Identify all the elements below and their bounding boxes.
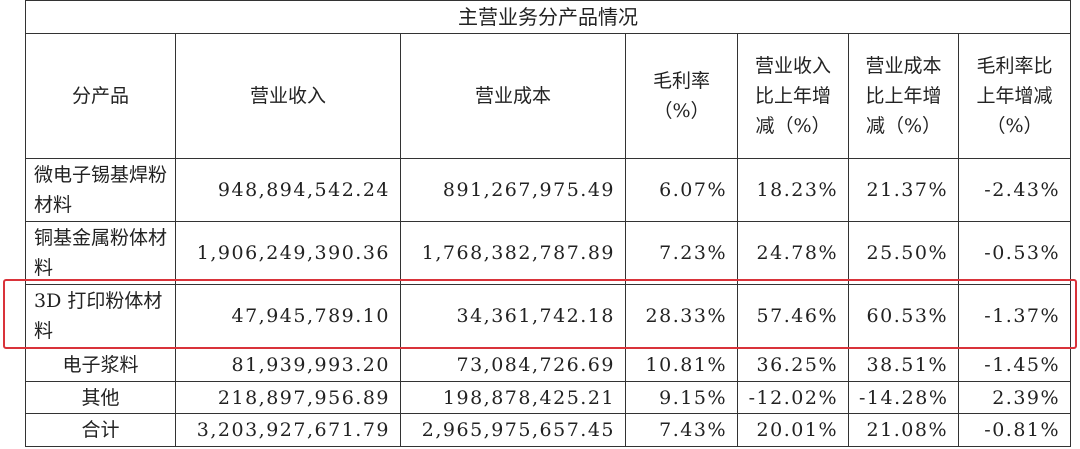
value-cell: 73,084,726.69 <box>400 347 626 382</box>
value-cell: 36.25% <box>737 347 849 382</box>
value-cell: 18.23% <box>737 158 849 222</box>
row-label: 其他 <box>25 381 176 414</box>
data-row: 合计 3,203,927,671.79 2,965,975,657.45 7.43% 2… <box>25 413 1072 447</box>
value-cell: 6.07% <box>625 158 738 222</box>
row-label: 电子浆料 <box>25 347 176 382</box>
header-cell: 毛利率比上年增减（%） <box>957 33 1072 159</box>
data-row: 其他 218,897,956.89 198,878,425.21 9.15% -12.0… <box>25 381 1072 414</box>
value-cell: 81,939,993.20 <box>175 347 401 382</box>
value-cell: 38.51% <box>848 347 959 382</box>
value-cell: -0.53% <box>957 221 1072 285</box>
value-cell: 3,203,927,671.79 <box>175 413 401 447</box>
value-cell: 21.08% <box>848 413 959 447</box>
value-cell: 60.53% <box>848 284 959 348</box>
row-label: 铜基金属粉体材料 <box>25 221 176 285</box>
value-cell: 198,878,425.21 <box>400 381 626 414</box>
value-cell: 948,894,542.24 <box>175 158 401 222</box>
header-cell: 营业成本 <box>400 33 626 159</box>
value-cell: 9.15% <box>625 381 738 414</box>
value-cell: 24.78% <box>737 221 849 285</box>
table-title: 主营业务分产品情况 <box>24 0 1072 34</box>
header-cell: 分产品 <box>25 33 176 159</box>
value-cell: 1,768,382,787.89 <box>400 221 626 285</box>
value-cell: 7.23% <box>625 221 738 285</box>
value-cell: 10.81% <box>625 347 738 382</box>
value-cell: 2,965,975,657.45 <box>400 413 626 447</box>
data-row: 3D 打印粉体材料 47,945,789.10 34,361,742.18 28.33… <box>25 284 1072 348</box>
value-cell: -1.45% <box>957 347 1072 382</box>
value-cell: 1,906,249,390.36 <box>175 221 401 285</box>
header-cell: 营业收入比上年增减（%） <box>737 33 849 159</box>
value-cell: 28.33% <box>625 284 738 348</box>
header-row: 分产品 营业收入 营业成本 毛利率（%） 营业收入比上年增减（%） 营业成本比上年增减（%… <box>25 33 1072 159</box>
header-cell: 毛利率（%） <box>625 33 738 159</box>
data-row: 微电子锡基焊粉材料 948,894,542.24 891,267,975.49 6.0… <box>25 158 1072 222</box>
value-cell: 20.01% <box>737 413 849 447</box>
value-cell: -2.43% <box>957 158 1072 222</box>
header-cell: 营业成本比上年增减（%） <box>848 33 959 159</box>
value-cell: -12.02% <box>737 381 849 414</box>
value-cell: 47,945,789.10 <box>175 284 401 348</box>
value-cell: 25.50% <box>848 221 959 285</box>
value-cell: 7.43% <box>625 413 738 447</box>
value-cell: -14.28% <box>848 381 959 414</box>
row-label: 合计 <box>25 413 176 447</box>
data-row: 铜基金属粉体材料 1,906,249,390.36 1,768,382,787.89… <box>25 221 1072 285</box>
data-row: 电子浆料 81,939,993.20 73,084,726.69 10.81% 36.2… <box>25 347 1072 382</box>
table-body: 主营业务分产品情况 分产品 营业收入 营业成本 毛利率（%） 营业收入比上年增减（%）营… <box>24 0 1072 447</box>
value-cell: 57.46% <box>737 284 849 348</box>
value-cell: -1.37% <box>957 284 1072 348</box>
title-row: 主营业务分产品情况 <box>24 0 1072 34</box>
value-cell: 2.39% <box>957 381 1072 414</box>
value-cell: 34,361,742.18 <box>400 284 626 348</box>
value-cell: 218,897,956.89 <box>175 381 401 414</box>
value-cell: 891,267,975.49 <box>400 158 626 222</box>
value-cell: -0.81% <box>957 413 1072 447</box>
row-label: 微电子锡基焊粉材料 <box>25 158 176 222</box>
row-label: 3D 打印粉体材料 <box>25 284 176 348</box>
header-cell: 营业收入 <box>175 33 401 159</box>
product-table: 主营业务分产品情况 分产品 营业收入 营业成本 毛利率（%） 营业收入比上年增减（%）营… <box>24 0 1072 447</box>
value-cell: 21.37% <box>848 158 959 222</box>
